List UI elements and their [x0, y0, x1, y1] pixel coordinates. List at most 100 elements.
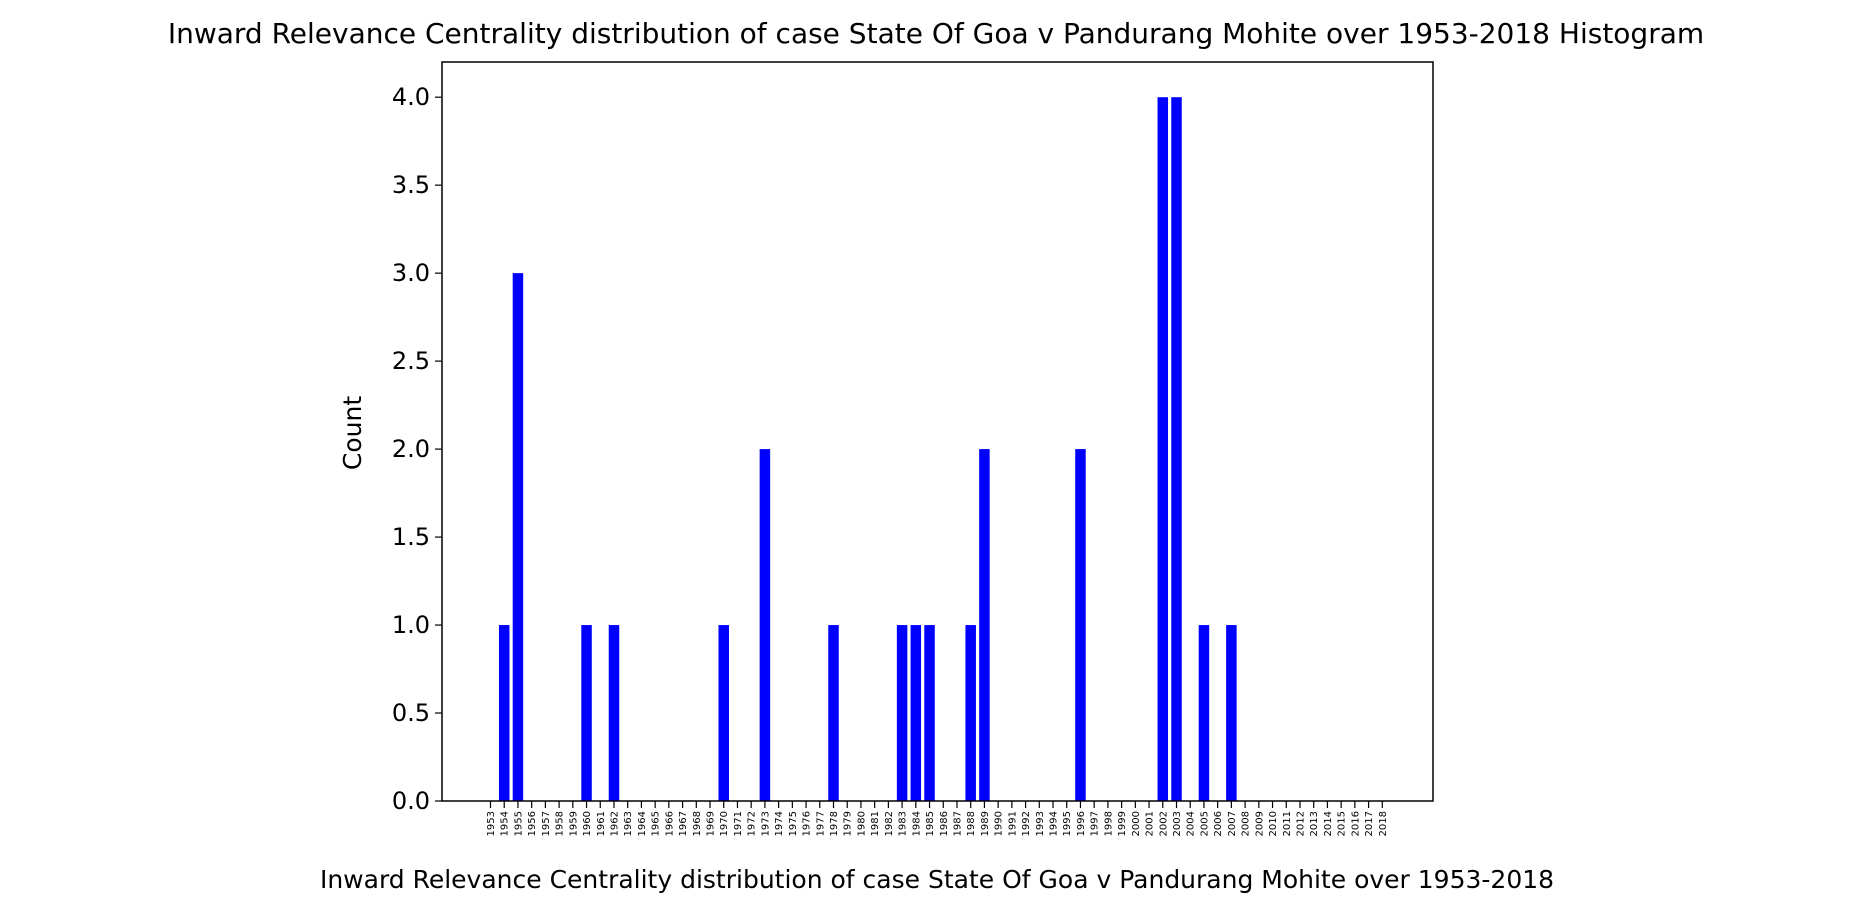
- x-tick-label: 2014: [1323, 811, 1334, 836]
- plot-frame: [441, 61, 1434, 802]
- x-tick-label: 1995: [1062, 811, 1073, 836]
- x-tick-label: 1982: [884, 811, 895, 836]
- bar: [1171, 97, 1182, 801]
- x-tick-label: 1977: [815, 811, 826, 836]
- x-tick-label: 1959: [568, 811, 579, 836]
- y-axis: 0.0 0.5 1.0 1.5 2.0 2.5 3.0 3.5 4.0: [392, 83, 442, 815]
- x-tick-label: 1987: [952, 811, 963, 836]
- x-tick-label: 2000: [1131, 811, 1142, 836]
- x-tick-label: 1998: [1103, 811, 1114, 836]
- x-tick-label: 1993: [1035, 811, 1046, 836]
- bar: [608, 625, 620, 801]
- x-tick-label: 1974: [774, 811, 785, 836]
- x-tick-label: 1996: [1076, 811, 1087, 836]
- x-tick-label: 2015: [1337, 811, 1348, 836]
- x-tick-label: 1986: [939, 811, 950, 836]
- x-tick-label: 1983: [898, 811, 909, 836]
- x-tick-label: 2012: [1295, 811, 1306, 836]
- x-tick-label: 2007: [1227, 811, 1238, 836]
- y-tick-label: 3.5: [392, 171, 430, 199]
- x-tick-label: 2016: [1350, 811, 1361, 836]
- x-tick-label: 2005: [1199, 811, 1210, 836]
- x-tick-label: 1964: [637, 811, 648, 836]
- x-tick-label: 2018: [1378, 811, 1389, 836]
- x-tick-label: 1994: [1049, 811, 1060, 836]
- x-tick-label: 1963: [623, 811, 634, 836]
- x-tick-label: 1967: [678, 811, 689, 836]
- bar: [910, 625, 922, 801]
- x-tick-label: 1999: [1117, 811, 1128, 836]
- bar: [1198, 625, 1210, 801]
- x-tick-label: 2004: [1186, 811, 1197, 836]
- x-tick-label: 2001: [1145, 811, 1156, 836]
- x-tick-label: 1979: [843, 811, 854, 836]
- x-tick-label: 1978: [829, 811, 840, 836]
- y-tick-label: 0.0: [392, 787, 430, 815]
- x-tick-label: 2010: [1268, 811, 1279, 836]
- y-tick-label: 3.0: [392, 259, 430, 287]
- x-tick-label: 1984: [911, 811, 922, 836]
- bar: [828, 625, 839, 801]
- x-tick-label: 1997: [1090, 811, 1101, 836]
- bar: [512, 273, 524, 802]
- x-tick-label: 1972: [747, 811, 758, 836]
- x-tick-label: 1958: [555, 811, 566, 836]
- x-tick-label: 2002: [1158, 811, 1169, 836]
- x-tick-label: 1991: [1007, 811, 1018, 836]
- x-axis-label: Inward Relevance Centrality distribution…: [320, 865, 1554, 894]
- bar: [498, 625, 510, 801]
- x-tick-label: 2003: [1172, 811, 1183, 836]
- x-tick-label: 1976: [802, 811, 813, 836]
- x-tick-label: 1960: [582, 811, 593, 836]
- x-tick-label: 1990: [994, 811, 1005, 836]
- x-tick-label: 1962: [609, 811, 620, 836]
- x-tick-label: 1955: [513, 811, 524, 836]
- y-tick-label: 1.0: [392, 611, 430, 639]
- bar: [718, 625, 729, 801]
- x-tick-label: 1992: [1021, 811, 1032, 836]
- bar: [1157, 97, 1169, 801]
- x-tick-label: 1973: [760, 811, 771, 836]
- x-tick-label: 1956: [527, 811, 538, 836]
- bars-group: [498, 97, 1237, 802]
- x-tick-label: 1954: [500, 811, 511, 836]
- x-tick-label: 2011: [1282, 811, 1293, 836]
- bar: [1226, 625, 1237, 801]
- x-tick-label: 1966: [664, 811, 675, 836]
- bar: [896, 625, 908, 801]
- x-tick-label: 1988: [966, 811, 977, 836]
- x-tick-label: 1981: [870, 811, 881, 836]
- x-tick-label: 1968: [692, 811, 703, 836]
- y-tick-label: 2.0: [392, 435, 430, 463]
- x-tick-label: 1970: [719, 811, 730, 836]
- bar: [759, 449, 771, 801]
- x-tick-label: 1957: [541, 811, 552, 836]
- x-axis: 1953 1954 1955 1956 1957 1958 1959 1960 1961 1962…: [486, 801, 1389, 836]
- x-tick-label: 1971: [733, 811, 744, 836]
- y-tick-label: 1.5: [392, 523, 430, 551]
- y-tick-label: 0.5: [392, 699, 430, 727]
- x-tick-label: 1953: [486, 811, 497, 836]
- x-tick-label: 1965: [651, 811, 662, 836]
- x-tick-label: 1969: [706, 811, 717, 836]
- x-tick-label: 1980: [856, 811, 867, 836]
- bar: [924, 625, 935, 801]
- x-tick-label: 1961: [596, 811, 607, 836]
- bar: [581, 625, 592, 801]
- chart-title: Inward Relevance Centrality distribution…: [168, 17, 1704, 50]
- x-tick-label: 2017: [1364, 811, 1375, 836]
- y-tick-label: 2.5: [392, 347, 430, 375]
- x-tick-label: 2008: [1241, 811, 1252, 836]
- x-tick-label: 2013: [1309, 811, 1320, 836]
- bar: [979, 449, 990, 801]
- y-tick-label: 4.0: [392, 83, 430, 111]
- bar: [1075, 449, 1086, 801]
- y-axis-label: Count: [338, 396, 367, 470]
- x-tick-label: 2009: [1254, 811, 1265, 836]
- x-tick-label: 1975: [788, 811, 799, 836]
- bar: [965, 625, 976, 801]
- x-tick-label: 1989: [980, 811, 991, 836]
- x-tick-label: 2006: [1213, 811, 1224, 836]
- x-tick-label: 1985: [925, 811, 936, 836]
